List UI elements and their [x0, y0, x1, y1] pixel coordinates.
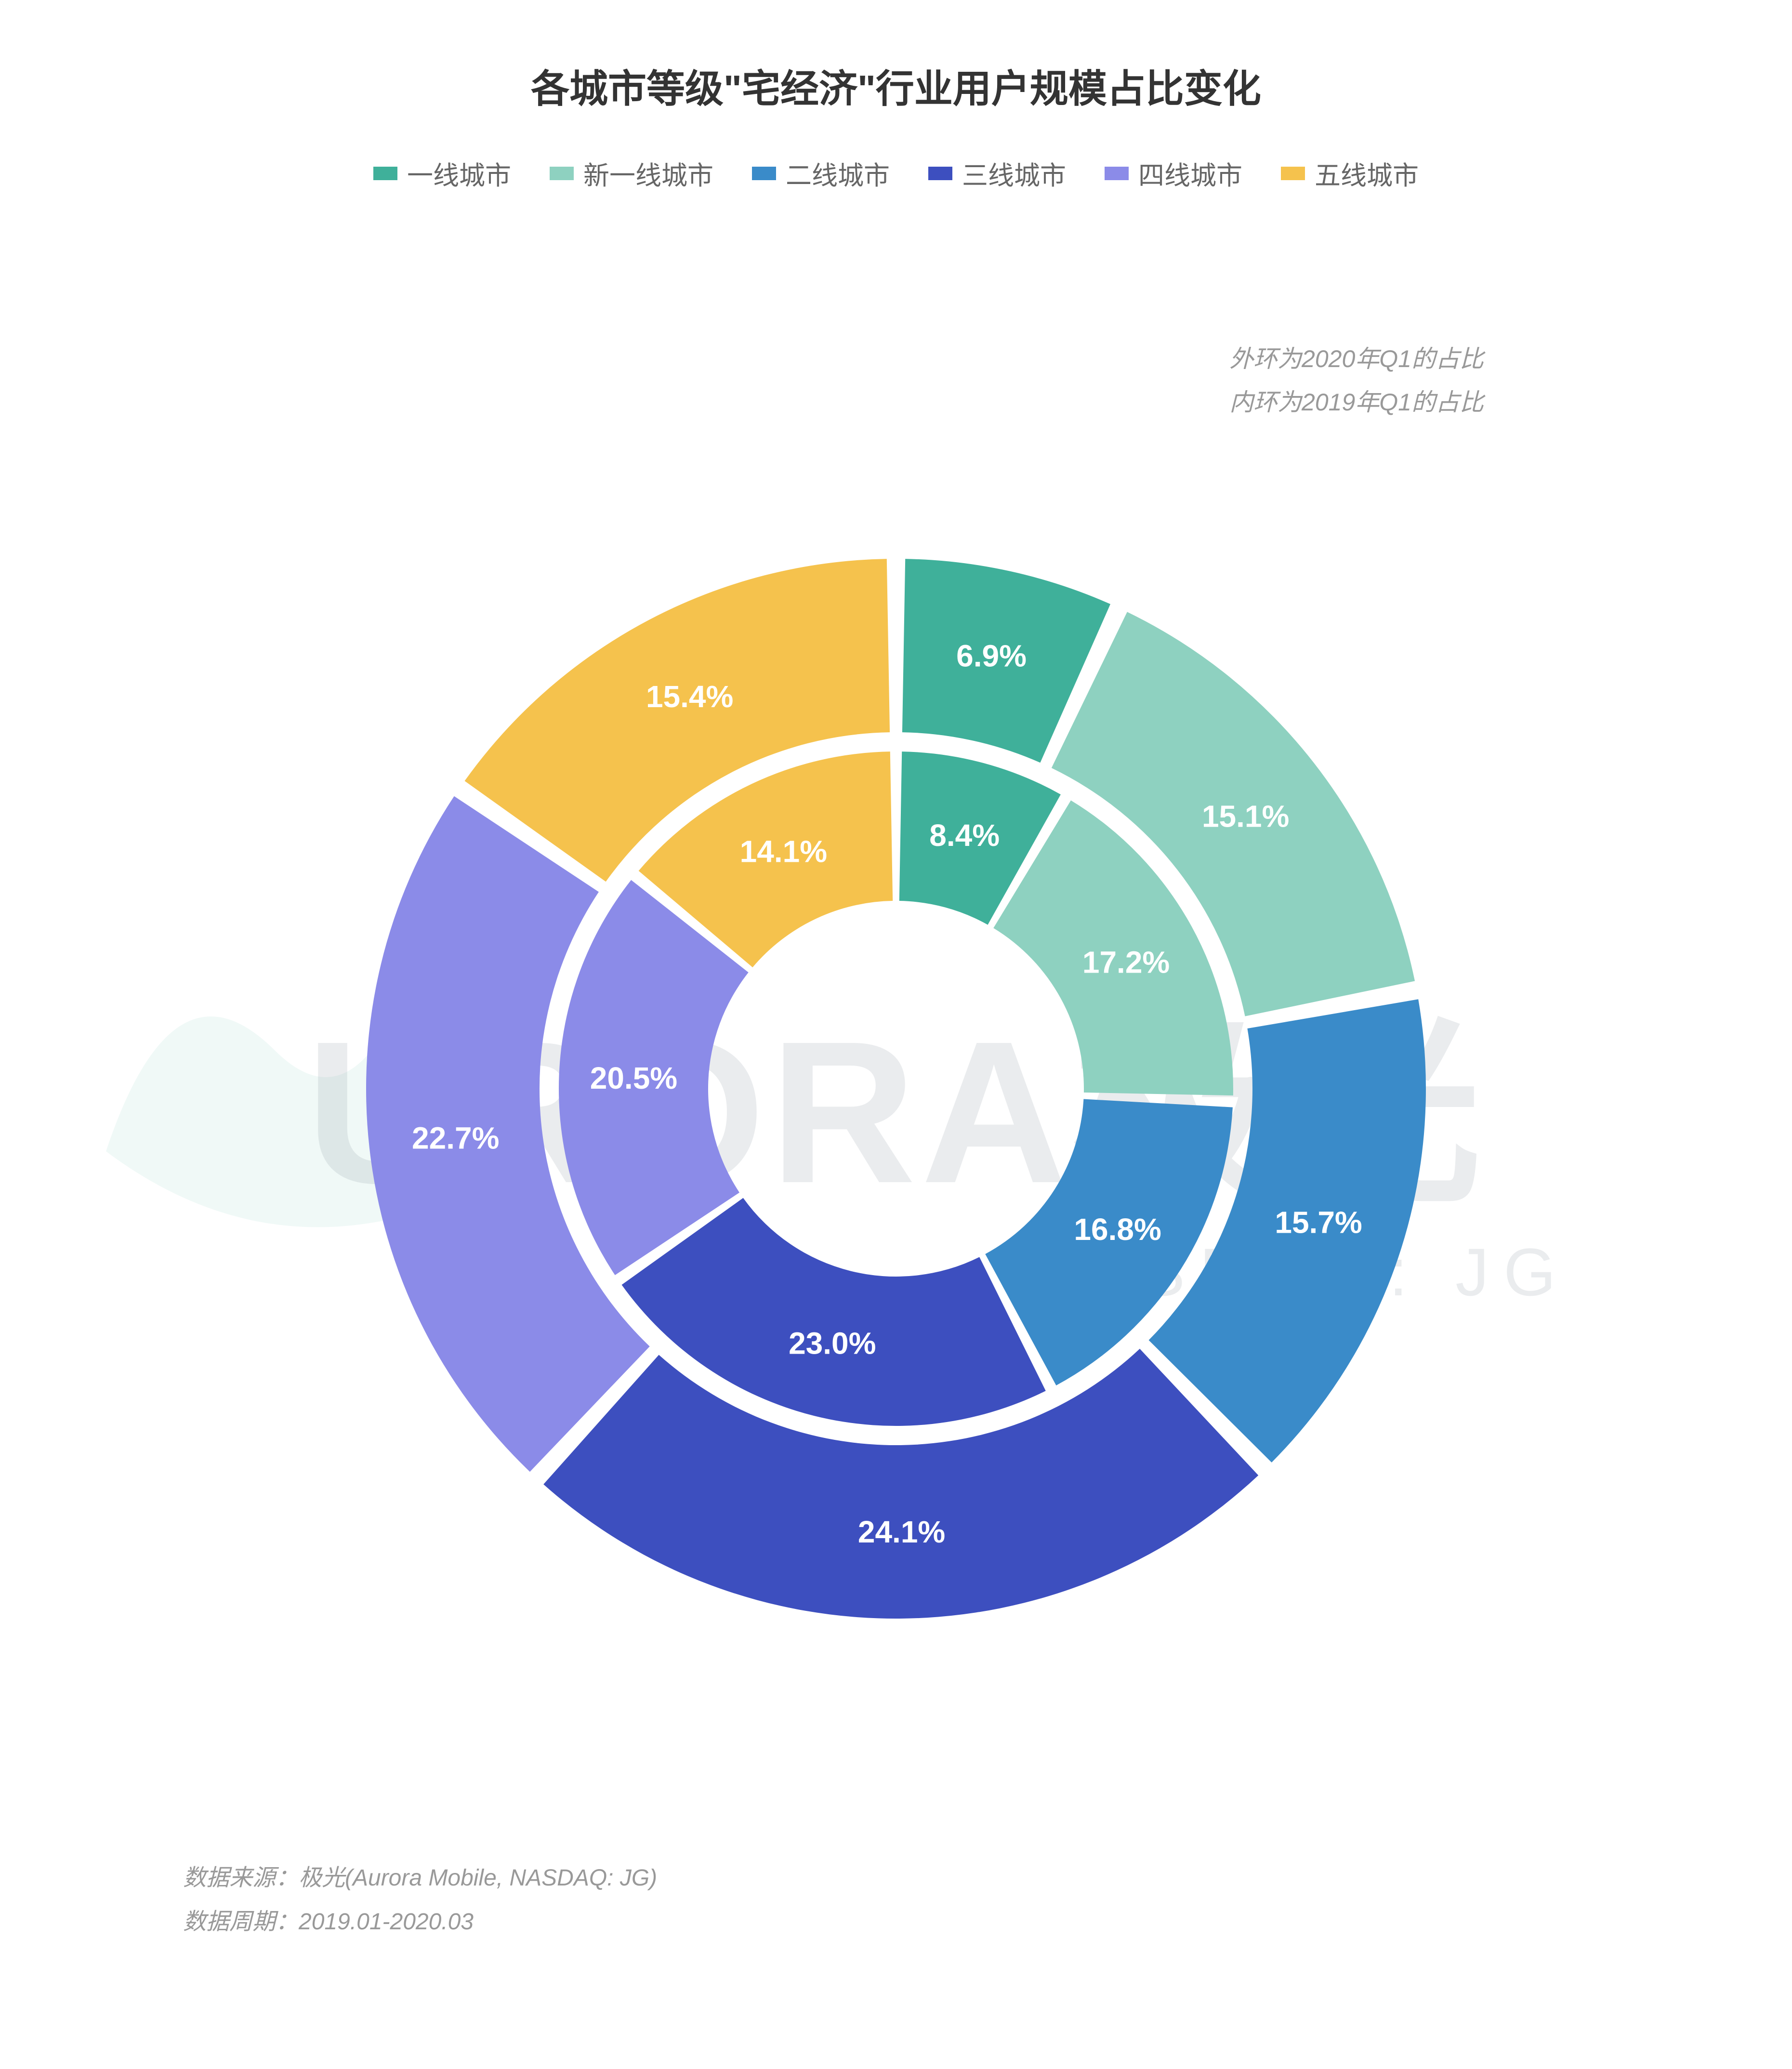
legend-swatch — [373, 167, 397, 180]
donut-segment-label: 16.8% — [1074, 1212, 1161, 1247]
legend-item: 三线城市 — [928, 154, 1066, 192]
donut-segment-label: 20.5% — [590, 1061, 677, 1095]
ring-note-outer: 外环为2020年Q1的占比 — [1229, 337, 1484, 381]
legend-item: 新一线城市 — [550, 154, 713, 192]
donut-segment-label: 6.9% — [956, 639, 1027, 673]
legend-item: 二线城市 — [752, 154, 890, 192]
legend-item: 五线城市 — [1281, 154, 1419, 192]
legend-label: 三线城市 — [962, 154, 1066, 192]
page: 各城市等级"宅经济"行业用户规模占比变化 一线城市 新一线城市 二线城市 三线城市 四线… — [0, 0, 1792, 2069]
ring-note-inner: 内环为2019年Q1的占比 — [1229, 381, 1484, 424]
donut-segment-label: 17.2% — [1082, 945, 1170, 979]
legend-label: 新一线城市 — [583, 154, 713, 192]
donut-segment-label: 15.4% — [646, 679, 733, 714]
footer-source: 数据来源：极光(Aurora Mobile, NASDAQ: JG) — [183, 1856, 657, 1900]
donut-segment-label: 14.1% — [740, 834, 827, 869]
donut-segment-label: 15.7% — [1275, 1205, 1362, 1240]
legend-swatch — [1281, 167, 1305, 180]
legend-label: 四线城市 — [1138, 154, 1242, 192]
donut-segment-label: 8.4% — [929, 818, 1000, 853]
chart-title: 各城市等级"宅经济"行业用户规模占比变化 — [0, 58, 1792, 114]
legend-label: 一线城市 — [407, 154, 511, 192]
legend-swatch — [1105, 167, 1129, 180]
legend-label: 五线城市 — [1315, 154, 1419, 192]
donut-segment-label: 15.1% — [1202, 799, 1289, 834]
legend-swatch — [550, 167, 574, 180]
footer-period: 数据周期：2019.01-2020.03 — [183, 1900, 657, 1944]
legend-swatch — [752, 167, 776, 180]
donut-chart: 6.9% 15.1% 15.7% 24.1% 22.7% 15.4% 8.4% 17.2% 16… — [270, 462, 1522, 1715]
donut-segment-label: 23.0% — [789, 1326, 876, 1361]
donut-segment-label: 22.7% — [412, 1120, 499, 1155]
legend-swatch — [928, 167, 952, 180]
legend-item: 四线城市 — [1105, 154, 1242, 192]
legend-item: 一线城市 — [373, 154, 511, 192]
footer: 数据来源：极光(Aurora Mobile, NASDAQ: JG) 数据周期：… — [183, 1856, 657, 1944]
ring-notes: 外环为2020年Q1的占比 内环为2019年Q1的占比 — [1229, 337, 1484, 424]
legend: 一线城市 新一线城市 二线城市 三线城市 四线城市 五线城市 — [0, 154, 1792, 192]
donut-segment-label: 24.1% — [858, 1515, 945, 1549]
legend-label: 二线城市 — [786, 154, 890, 192]
